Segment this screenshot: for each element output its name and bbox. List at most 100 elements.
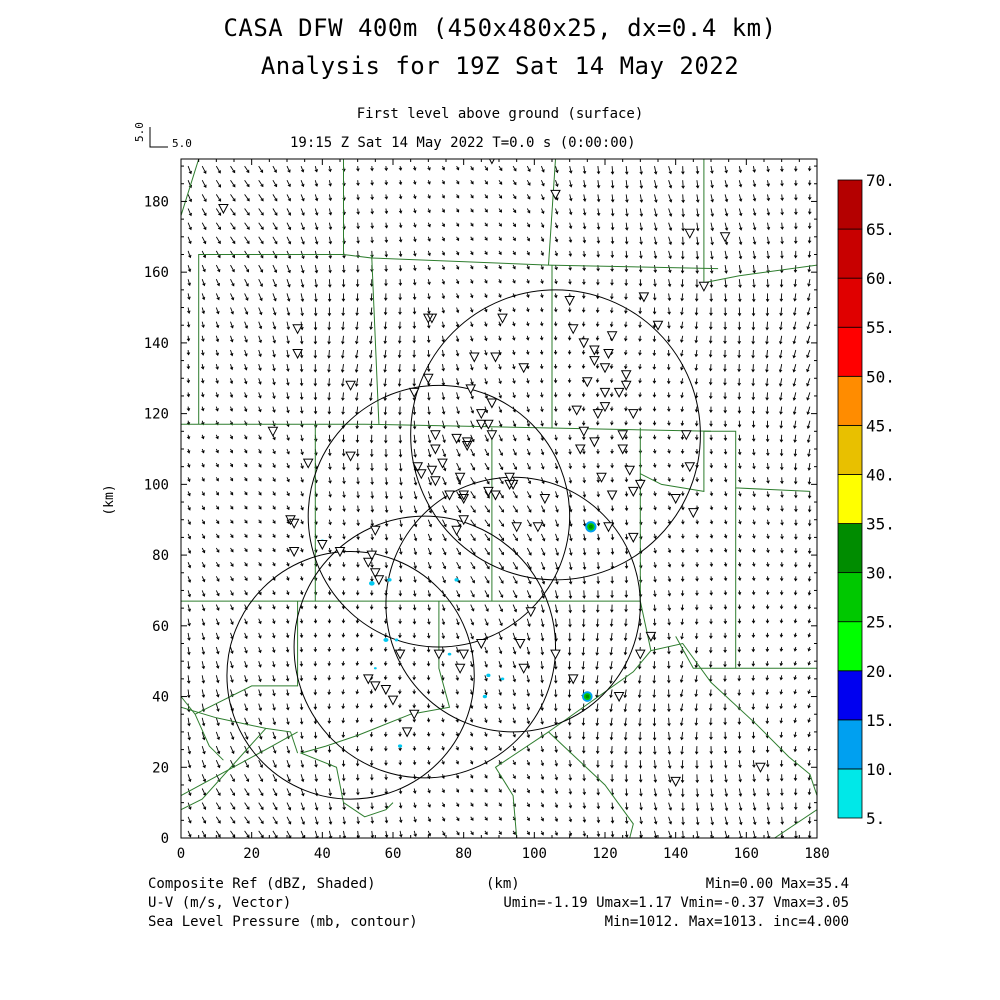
colorbar-label: 70. — [866, 171, 895, 190]
county-line — [774, 809, 817, 838]
colorbar-swatch — [837, 228, 863, 279]
county-line — [299, 601, 451, 818]
station-markers — [218, 159, 766, 787]
x-tick-label: 40 — [314, 846, 331, 862]
x-tick-label: 0 — [177, 846, 185, 862]
colorbar-label: 5. — [866, 809, 885, 828]
chart-subtitle: Analysis for 19Z Sat 14 May 2022 — [260, 52, 740, 80]
echo — [500, 677, 505, 681]
county-line — [371, 257, 380, 425]
colorbar-swatch — [837, 375, 863, 426]
y-tick-label: 180 — [144, 194, 169, 210]
reflectivity-echoes — [320, 521, 597, 748]
county-line — [547, 600, 652, 838]
echo — [373, 667, 377, 670]
footer-pressure-range: Min=1012. Max=1013. inc=4.000 — [604, 914, 849, 930]
y-tick-label: 0 — [161, 831, 169, 847]
colorbar-label: 45. — [866, 416, 895, 435]
colorbar-label: 30. — [866, 564, 895, 583]
echo — [387, 578, 392, 582]
vector-reference-label: 5.0 — [133, 122, 146, 142]
echo — [383, 637, 389, 642]
colorbar-swatch — [837, 424, 863, 475]
county-line — [371, 257, 719, 270]
colorbar-swatch — [837, 768, 863, 819]
county-line — [548, 159, 556, 266]
county-line — [181, 731, 298, 797]
y-tick-label: 100 — [144, 477, 169, 493]
county-boundaries — [181, 159, 817, 838]
y-tick-label: 80 — [152, 548, 169, 564]
county-line — [650, 642, 817, 796]
x-tick-label: 160 — [734, 846, 759, 862]
chart-title: CASA DFW 400m (450x480x25, dx=0.4 km) — [223, 14, 777, 42]
footer-vector-label: U-V (m/s, Vector) — [148, 895, 292, 911]
x-tick-label: 20 — [243, 846, 260, 862]
plot-frame — [180, 158, 818, 839]
footer-ref-label: Composite Ref (dBZ, Shaded) — [148, 876, 376, 892]
echo — [397, 744, 403, 748]
county-line — [494, 731, 549, 838]
level-label: First level above ground (surface) — [356, 106, 644, 122]
wind-vector-field — [186, 165, 812, 838]
colorbar-label: 20. — [866, 662, 895, 681]
colorbar-swatch — [837, 523, 863, 574]
colorbar-label: 40. — [866, 465, 895, 484]
x-tick-label: 180 — [804, 846, 829, 862]
colorbar-swatch — [837, 621, 863, 672]
radar-range-rings — [226, 289, 701, 800]
colorbar-swatch — [837, 277, 863, 328]
county-line — [181, 728, 267, 811]
surface-stations — [218, 159, 766, 787]
colorbar-label: 35. — [866, 515, 895, 534]
echo — [447, 652, 452, 656]
county-line — [675, 487, 737, 669]
colorbar-label: 15. — [866, 711, 895, 730]
x-tick-label: 60 — [385, 846, 402, 862]
x-tick-label: 120 — [592, 846, 617, 862]
x-tick-label: 100 — [522, 846, 547, 862]
county-line — [640, 430, 810, 492]
colorbar-swatch — [837, 719, 863, 770]
radar-ring — [410, 289, 701, 581]
colorbar-swatch — [837, 179, 863, 230]
colorbar-swatch — [837, 572, 863, 623]
radar-ring — [226, 551, 475, 800]
colorbar-label: 55. — [866, 318, 895, 337]
x-axis-label: (km) — [486, 876, 520, 892]
y-tick-label: 160 — [144, 265, 169, 281]
vector-reference: 5.0 5.0 — [133, 122, 192, 150]
county-line — [198, 159, 344, 425]
echo-core — [585, 694, 590, 699]
y-tick-label: 40 — [152, 690, 169, 706]
radar-ring — [293, 515, 557, 779]
colorbar-swatch — [837, 474, 863, 524]
x-tick-label: 140 — [663, 846, 688, 862]
colorbar-label: 50. — [866, 367, 895, 386]
x-tick-label: 80 — [455, 846, 472, 862]
colorbar-label: 10. — [866, 760, 895, 779]
colorbar-swatch — [837, 670, 863, 721]
y-tick-label: 120 — [144, 407, 169, 423]
county-line — [181, 423, 712, 432]
colorbar-swatch — [837, 326, 863, 377]
county-line — [181, 424, 316, 602]
wind-vectors — [186, 165, 812, 838]
colorbar: 5. 10. 15. 20. 25. 30. 35. 40. 45. 50. 55. 60. 65. 70… — [837, 171, 895, 828]
vector-reference-side-label: 5.0 — [172, 137, 192, 150]
axis-ticks: 0 20 40 60 80 100 120 140 160 180 0 20 40 60 80 100 120 1… — [144, 159, 830, 862]
echo — [482, 694, 487, 699]
echo — [368, 581, 375, 586]
y-tick-label: 140 — [144, 336, 169, 352]
county-line — [181, 696, 224, 761]
echo — [394, 638, 399, 642]
footer-vector-range: Umin=-1.19 Umax=1.17 Vmin=-0.37 Vmax=3.0… — [503, 895, 849, 911]
echo-core — [588, 524, 593, 529]
colorbar-label: 25. — [866, 613, 895, 632]
colorbar-label: 60. — [866, 269, 895, 288]
colorbar-label: 65. — [866, 220, 895, 239]
footer-pressure-label: Sea Level Pressure (mb, contour) — [148, 914, 418, 930]
y-tick-label: 20 — [152, 760, 169, 776]
county-line — [703, 159, 817, 284]
